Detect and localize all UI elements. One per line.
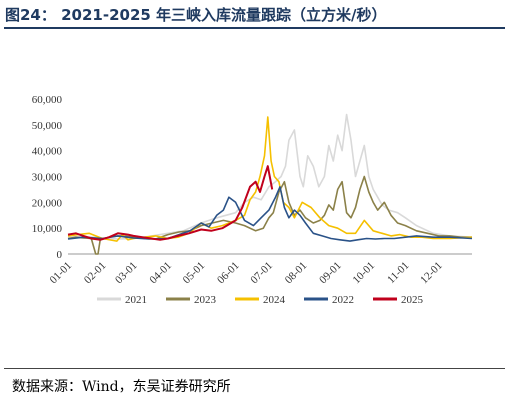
x-tick-label: 03-01 xyxy=(113,260,140,287)
y-tick-label: 20,000 xyxy=(32,197,63,209)
title-divider xyxy=(4,27,505,29)
x-tick-label: 05-01 xyxy=(181,260,208,287)
x-tick-label: 02-01 xyxy=(82,260,109,287)
x-tick-label: 06-01 xyxy=(215,260,242,287)
y-tick-label: 50,000 xyxy=(32,120,63,132)
y-tick-label: 0 xyxy=(57,249,63,261)
x-tick-label: 01-01 xyxy=(47,260,74,287)
x-tick-label: 11-01 xyxy=(385,260,411,286)
legend-label: 2021 xyxy=(125,294,147,306)
legend-label: 2023 xyxy=(194,294,217,306)
legend-label: 2025 xyxy=(401,294,424,306)
x-axis: 01-01 02-01 03-01 04-01 05-01 06-01 07-01 08-01… xyxy=(47,253,472,287)
series-line-2021 xyxy=(67,113,473,240)
source-divider xyxy=(4,368,505,369)
x-tick-label: 09-01 xyxy=(317,260,344,287)
chart-title: 图24： 2021-2025 年三峡入库流量跟踪（立方米/秒） xyxy=(5,6,387,24)
x-tick-label: 10-01 xyxy=(350,260,377,287)
x-tick-label: 08-01 xyxy=(283,260,310,287)
legend-label: 2024 xyxy=(263,294,286,306)
x-tick-label: 12-01 xyxy=(418,260,445,287)
x-tick-label: 07-01 xyxy=(248,260,275,287)
series-line-2022 xyxy=(67,186,473,242)
series-layer xyxy=(67,113,473,255)
legend: 2021 2023 2024 2022 2025 xyxy=(97,294,424,306)
legend-label: 2022 xyxy=(332,294,354,306)
source-note: 数据来源：Wind，东吴证券研究所 xyxy=(12,379,231,395)
y-tick-label: 10,000 xyxy=(32,223,63,235)
y-tick-label: 30,000 xyxy=(32,172,63,184)
y-tick-label: 40,000 xyxy=(32,146,63,158)
y-axis: 0 10,000 20,000 30,000 40,000 50,000 60,000 xyxy=(32,94,63,261)
series-line-2025 xyxy=(67,165,274,241)
inflow-line-chart: 0 10,000 20,000 30,000 40,000 50,000 60,000 01… xyxy=(32,94,473,306)
y-tick-label: 60,000 xyxy=(32,94,63,106)
series-line-2023 xyxy=(67,175,472,255)
x-tick-label: 04-01 xyxy=(147,260,174,287)
